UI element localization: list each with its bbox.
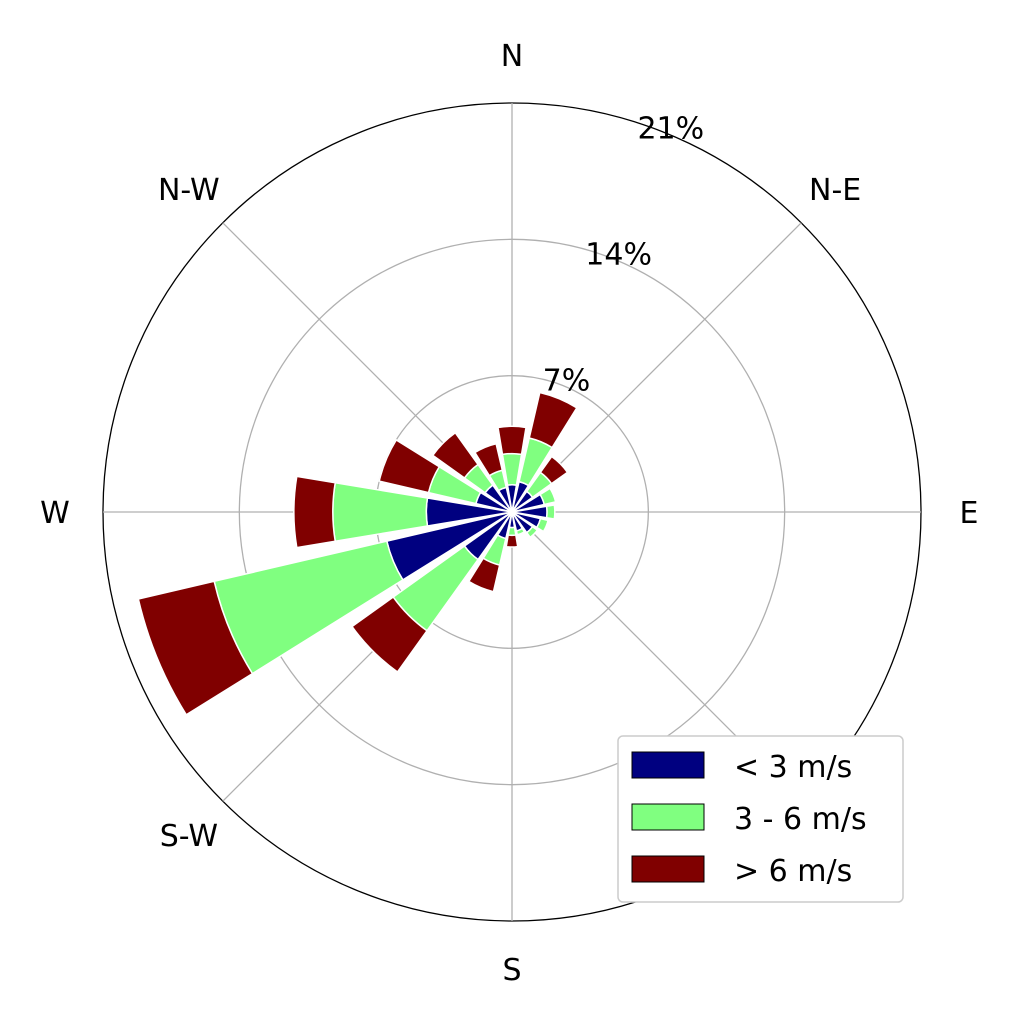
bar-wsw-series-2 xyxy=(137,580,254,716)
bar-n-series-2 xyxy=(497,425,527,456)
bar-w-series-2 xyxy=(293,475,337,549)
legend-label-calm: < 3 m/s xyxy=(734,750,852,785)
wind-bars xyxy=(137,391,578,716)
bar-ese-series-1 xyxy=(535,517,549,533)
bar-ene-series-1 xyxy=(539,487,557,506)
compass-label-s-w: S-W xyxy=(160,819,218,854)
compass-label-e: E xyxy=(960,496,979,531)
bar-ssw-series-2 xyxy=(467,557,501,593)
legend-label-moderate: 3 - 6 m/s xyxy=(734,802,867,837)
compass-label-w: W xyxy=(40,496,70,531)
chart-labels: N N-E E S S-W W N-W 7% 14% 21% xyxy=(40,39,978,988)
compass-label-s: S xyxy=(502,953,521,988)
legend: < 3 m/s 3 - 6 m/s > 6 m/s xyxy=(617,735,904,903)
bar-sse-series-1 xyxy=(515,527,526,536)
compass-label-n-w: N-W xyxy=(158,173,220,208)
bar-s-series-2 xyxy=(505,534,519,548)
legend-swatch-calm xyxy=(631,751,705,779)
bar-ne-series-2 xyxy=(539,455,569,485)
legend-swatch-strong xyxy=(631,855,705,883)
bar-nne-series-2 xyxy=(528,391,578,449)
compass-label-n-e: N-E xyxy=(809,173,861,208)
bar-nnw-series-2 xyxy=(473,442,504,477)
bar-sw-series-2 xyxy=(351,595,429,673)
ring-label-21: 21% xyxy=(637,112,704,147)
ring-label-7: 7% xyxy=(543,364,591,399)
legend-label-strong: > 6 m/s xyxy=(734,854,852,889)
bar-e-series-1 xyxy=(545,504,556,520)
legend-swatch-moderate xyxy=(631,803,705,831)
bar-wnw-series-2 xyxy=(378,438,441,494)
bar-w-series-1 xyxy=(332,481,429,543)
bar-s-series-1 xyxy=(507,526,517,537)
compass-label-n: N xyxy=(501,39,523,74)
bar-se-series-1 xyxy=(525,525,539,539)
bar-nw-series-2 xyxy=(431,431,480,480)
ring-label-14: 14% xyxy=(585,238,652,273)
